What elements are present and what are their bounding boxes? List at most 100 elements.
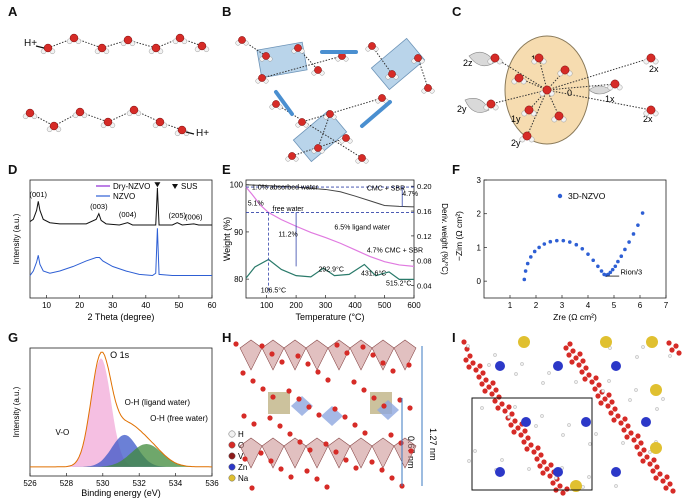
o-atom-i-107	[540, 470, 546, 476]
nyquist-point-16	[599, 269, 604, 273]
o-atom-i-27	[596, 382, 602, 388]
water-c-7-o	[646, 53, 656, 63]
o-atom-h-10	[251, 421, 257, 427]
water-c-6-o	[610, 79, 620, 89]
o-atom-h-33	[398, 440, 404, 446]
o-atom-h-45	[314, 476, 320, 482]
water-c-8-o	[646, 105, 656, 115]
legend-dot-4	[228, 474, 236, 482]
water-a1-5-o	[155, 117, 165, 127]
o-atom-i-7	[664, 474, 670, 480]
water-b-7-o	[388, 70, 396, 78]
o-atom-i-51	[644, 454, 650, 460]
water-c-10-o	[486, 99, 496, 109]
water-a0-5-o	[175, 33, 185, 43]
water-a0-1-o	[69, 33, 79, 43]
label-oh-free: O-H (free water)	[150, 414, 208, 423]
water-a0-0-o	[43, 43, 53, 53]
o-atom-i-70	[547, 473, 553, 479]
water-b-2-o	[294, 44, 302, 52]
site-2x-top: 2x	[649, 64, 659, 74]
nyquist-point-9	[561, 238, 566, 243]
water-b-3-o	[314, 66, 322, 74]
o-atom-h-43	[240, 370, 246, 376]
legend-dry-nzvo: Dry-NZVO	[113, 182, 150, 191]
water-a1-6-o	[177, 125, 187, 135]
rion-annotation: Rion/3	[621, 267, 643, 276]
o-atom-i-23	[480, 370, 486, 376]
water-c-4-o	[554, 111, 564, 121]
water-c-9-o	[490, 53, 500, 63]
hbond-c-8	[546, 89, 652, 111]
water-c-3-o	[524, 105, 534, 115]
panel-a-label: A	[8, 4, 18, 19]
vo-polyhedron-1-2	[283, 437, 307, 469]
o-atom-i-86	[579, 369, 585, 375]
y-axis-label-e: Weight (%)	[222, 217, 232, 261]
water-b-10-o	[378, 94, 386, 102]
water-a0-6-o	[197, 41, 207, 51]
o-atom-i-14	[651, 457, 657, 463]
annotation-free-water: free water	[273, 206, 305, 213]
o-atom-h-1	[270, 394, 276, 400]
hbond-b-8	[417, 57, 429, 89]
water-a1-2-o	[75, 107, 85, 117]
zn-octahedron-blue-0	[291, 396, 313, 416]
annotation-11-2: 11.2%	[278, 232, 297, 239]
h-atom-i-15	[547, 371, 551, 375]
x-tick-label-e-200: 200	[289, 301, 303, 310]
o-atom-h-54	[295, 353, 301, 359]
annotation-106c: 106.5°C	[261, 286, 286, 294]
o-atom-h-26	[315, 369, 321, 375]
water-a0-2-o	[97, 43, 107, 53]
water-c-0-o	[542, 85, 552, 95]
o-atom-h-36	[333, 449, 339, 455]
y-tick-label-e-100: 100	[230, 181, 244, 190]
h-atom-i-35	[655, 407, 659, 411]
o-atom-i-41	[570, 348, 576, 354]
x-axis-label-e: Temperature (°C)	[295, 312, 364, 322]
o-atom-i-1	[490, 380, 496, 386]
o-atom-i-72	[605, 403, 611, 409]
water-b-9-o	[424, 84, 432, 92]
legend-3d-nzvo: 3D-NZVO	[568, 191, 606, 201]
proton-arrow-2	[185, 131, 195, 135]
o-atom-h-22	[343, 457, 349, 463]
sus-marker	[154, 182, 161, 188]
o-atom-i-104	[669, 347, 675, 353]
o-atom-i-75	[476, 374, 482, 380]
series-deriv-weight	[245, 258, 414, 280]
x-tick-label-d-40: 40	[141, 301, 150, 310]
o-atom-i-50	[615, 413, 621, 419]
site-1x: 1x	[605, 94, 615, 104]
h-atom-i-1	[513, 405, 517, 409]
o-atom-h-5	[242, 456, 248, 462]
unit-cell-box	[471, 397, 593, 491]
chart-d-xrd: 10 20 30 40 50 60 Intensity (a.u.) 2 Theta (deg…	[12, 179, 217, 322]
annotation-cmc-sbr: CMC + SBR	[367, 185, 405, 192]
nyquist-point-4	[532, 249, 537, 254]
o-atom-i-8	[477, 363, 483, 369]
o-atom-i-94	[595, 393, 601, 399]
o-atom-i-39	[512, 418, 518, 424]
o-atom-h-46	[351, 379, 357, 385]
h-atom-i-28	[534, 424, 538, 428]
o-atom-i-46	[499, 401, 505, 407]
plot-frame-e	[245, 179, 415, 299]
o-atom-i-38	[483, 377, 489, 383]
o-atom-i-64	[589, 379, 595, 385]
x-tick-label-f-7: 7	[664, 301, 669, 310]
o-atom-h-9	[390, 368, 396, 374]
o-atom-i-61	[502, 408, 508, 414]
nyquist-point-24	[619, 254, 624, 258]
o-atom-i-67	[676, 350, 682, 356]
o-atom-i-90	[479, 381, 485, 387]
h-atom-i-13	[661, 397, 665, 401]
zn-octahedron-blue-1	[321, 406, 343, 426]
water-b-4-o	[258, 74, 266, 82]
vo-polyhedron-1-6	[371, 437, 395, 469]
peak-label-1: (003)	[90, 202, 108, 211]
o-atom-i-32	[525, 435, 531, 441]
panel-b-water-clusters	[235, 36, 435, 164]
o-atom-i-92	[537, 463, 543, 469]
